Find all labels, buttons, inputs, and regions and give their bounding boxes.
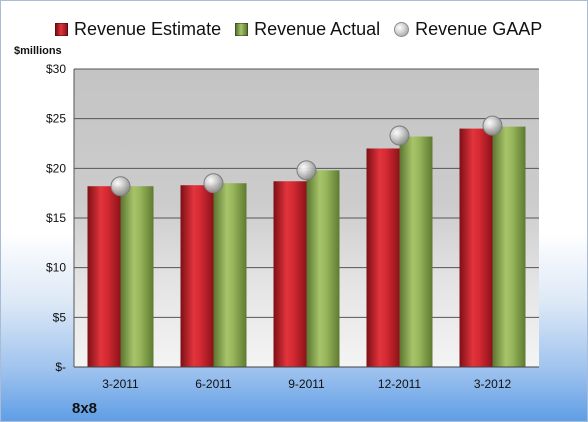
legend-label-revenue-estimate: Revenue Estimate bbox=[74, 18, 222, 39]
y-tick-label: $20 bbox=[46, 161, 66, 175]
marker-revenue-gaap bbox=[296, 160, 317, 181]
x-tick-label: 3-2012 bbox=[474, 377, 512, 391]
marker-revenue-gaap bbox=[203, 173, 224, 194]
bar-revenue-actual bbox=[306, 170, 340, 367]
bar-revenue-estimate bbox=[180, 185, 214, 367]
bar-revenue-estimate bbox=[87, 186, 121, 367]
legend-item-revenue-gaap: Revenue GAAP bbox=[394, 19, 542, 40]
legend-swatch-revenue-actual bbox=[235, 22, 249, 36]
marker-revenue-gaap bbox=[389, 125, 410, 146]
y-tick-label: $15 bbox=[46, 211, 66, 225]
bar-revenue-estimate bbox=[366, 148, 400, 367]
x-axis: 3-2011 6-2011 9-2011 12-2011 3-2012 bbox=[74, 366, 539, 391]
x-tick-label: 3-2011 bbox=[102, 377, 139, 391]
bar-revenue-actual bbox=[492, 126, 526, 367]
y-tick-label: $30 bbox=[46, 62, 66, 76]
company-label: 8x8 bbox=[72, 400, 98, 417]
y-axis: $- $5 $10 $15 $20 $25 $30 bbox=[46, 62, 75, 374]
y-axis-unit-label: $millions bbox=[14, 45, 62, 57]
marker-revenue-gaap bbox=[482, 115, 503, 136]
x-tick-label: 6-2011 bbox=[195, 377, 232, 391]
bar-revenue-estimate bbox=[459, 128, 493, 367]
bar-revenue-actual bbox=[213, 183, 247, 367]
bar-revenue-estimate bbox=[273, 181, 307, 367]
y-tick-label: $10 bbox=[46, 261, 66, 275]
x-tick-label: 9-2011 bbox=[288, 377, 325, 391]
bars bbox=[87, 126, 526, 367]
legend-label-revenue-actual: Revenue Actual bbox=[254, 18, 381, 39]
x-tick-label: 12-2011 bbox=[378, 377, 421, 391]
legend-item-revenue-estimate: Revenue Estimate bbox=[55, 19, 221, 40]
y-tick-label: $25 bbox=[46, 112, 66, 126]
chart-legend: Revenue Estimate Revenue Actual Revenue … bbox=[55, 17, 556, 41]
marker-revenue-gaap bbox=[110, 176, 131, 197]
legend-swatch-revenue-gaap bbox=[394, 21, 410, 37]
legend-item-revenue-actual: Revenue Actual bbox=[235, 19, 380, 40]
bar-revenue-actual bbox=[399, 136, 433, 367]
y-tick-label: $5 bbox=[53, 310, 67, 324]
bar-revenue-actual bbox=[120, 186, 154, 367]
gaap-markers bbox=[110, 115, 503, 197]
legend-swatch-revenue-estimate bbox=[55, 22, 68, 36]
legend-label-revenue-gaap: Revenue GAAP bbox=[415, 18, 543, 39]
y-tick-label: $- bbox=[55, 360, 66, 374]
